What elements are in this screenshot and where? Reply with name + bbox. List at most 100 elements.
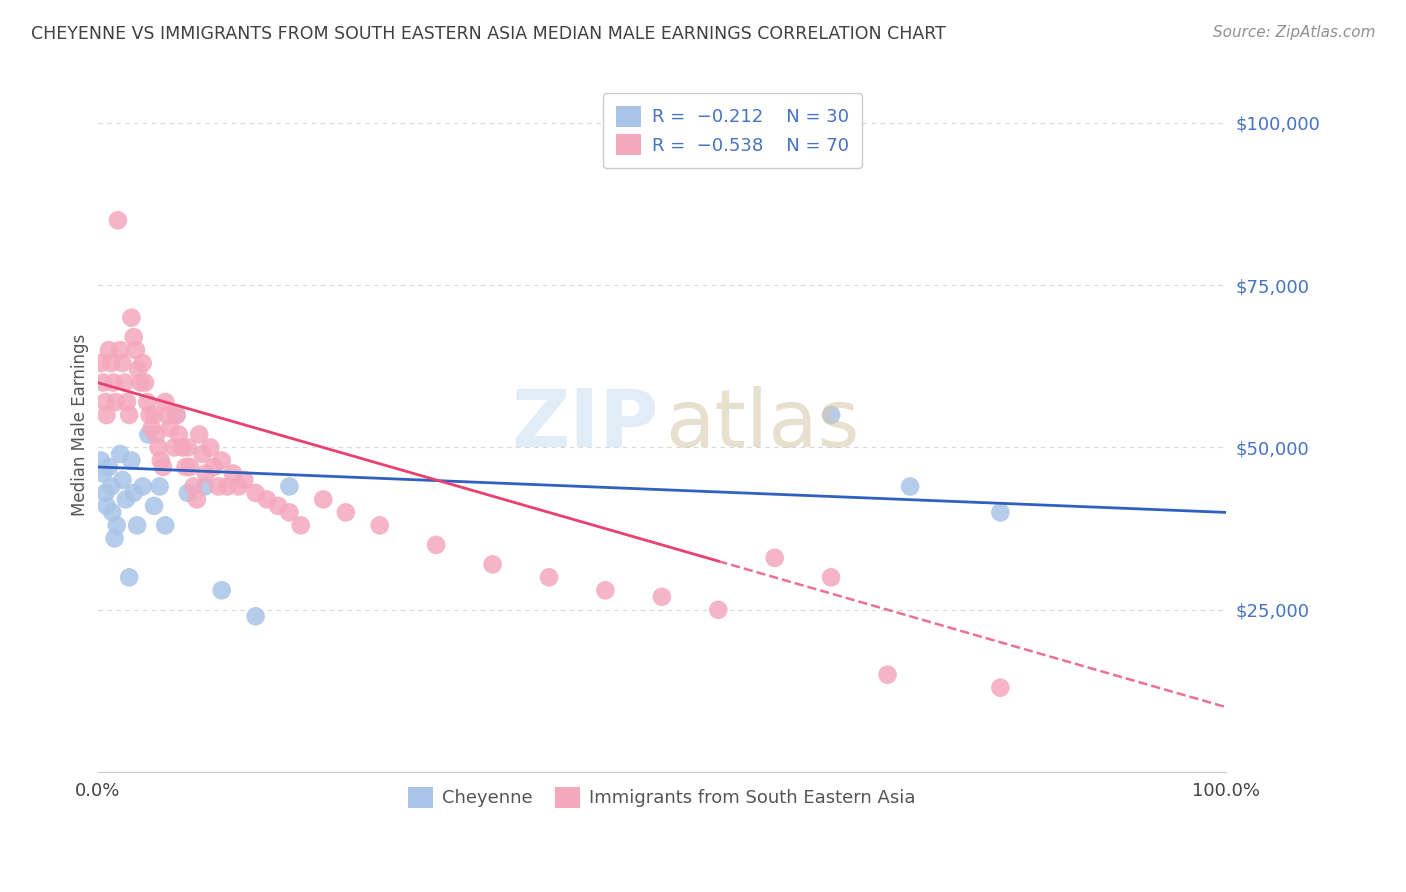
Point <box>134 376 156 390</box>
Point <box>136 395 159 409</box>
Point <box>94 486 117 500</box>
Point <box>108 447 131 461</box>
Point <box>96 499 118 513</box>
Point <box>101 505 124 519</box>
Point <box>481 558 503 572</box>
Point <box>163 441 186 455</box>
Point <box>222 467 245 481</box>
Point <box>194 479 217 493</box>
Point <box>152 459 174 474</box>
Point <box>990 681 1012 695</box>
Point <box>132 356 155 370</box>
Point <box>149 479 172 493</box>
Point <box>233 473 256 487</box>
Point <box>107 213 129 227</box>
Text: ZIP: ZIP <box>512 385 658 464</box>
Point <box>172 441 194 455</box>
Point <box>141 421 163 435</box>
Point <box>425 538 447 552</box>
Point <box>335 505 357 519</box>
Point <box>188 427 211 442</box>
Point <box>191 447 214 461</box>
Point <box>91 467 114 481</box>
Point <box>183 479 205 493</box>
Point <box>217 479 239 493</box>
Point <box>120 453 142 467</box>
Point <box>278 505 301 519</box>
Point <box>103 376 125 390</box>
Point <box>120 310 142 325</box>
Legend: Cheyenne, Immigrants from South Eastern Asia: Cheyenne, Immigrants from South Eastern … <box>401 780 922 815</box>
Point <box>132 479 155 493</box>
Point <box>118 570 141 584</box>
Text: CHEYENNE VS IMMIGRANTS FROM SOUTH EASTERN ASIA MEDIAN MALE EARNINGS CORRELATION : CHEYENNE VS IMMIGRANTS FROM SOUTH EASTER… <box>31 25 946 43</box>
Point <box>820 570 842 584</box>
Point <box>177 441 200 455</box>
Point <box>91 376 114 390</box>
Point <box>898 479 921 493</box>
Point <box>108 343 131 357</box>
Point <box>125 343 148 357</box>
Point <box>148 441 170 455</box>
Point <box>111 356 134 370</box>
Point <box>202 459 225 474</box>
Point <box>97 459 120 474</box>
Point <box>211 453 233 467</box>
Point <box>143 499 166 513</box>
Point <box>118 408 141 422</box>
Point <box>149 453 172 467</box>
Point <box>194 467 217 481</box>
Point <box>129 376 152 390</box>
Point <box>651 590 673 604</box>
Point <box>155 395 177 409</box>
Point <box>166 408 188 422</box>
Point <box>114 376 136 390</box>
Point <box>186 492 208 507</box>
Point <box>368 518 391 533</box>
Point <box>167 427 190 442</box>
Point <box>90 356 112 370</box>
Point <box>707 603 730 617</box>
Point <box>166 408 188 422</box>
Point <box>96 408 118 422</box>
Point <box>115 395 138 409</box>
Point <box>245 486 267 500</box>
Point <box>90 453 112 467</box>
Point <box>103 532 125 546</box>
Point <box>267 499 290 513</box>
Point <box>114 492 136 507</box>
Point <box>256 492 278 507</box>
Point <box>763 550 786 565</box>
Point <box>179 459 201 474</box>
Point <box>990 505 1012 519</box>
Point <box>97 343 120 357</box>
Point <box>104 395 127 409</box>
Point <box>145 427 167 442</box>
Point <box>125 518 148 533</box>
Point <box>207 479 229 493</box>
Point <box>278 479 301 493</box>
Point <box>105 518 128 533</box>
Point <box>537 570 560 584</box>
Point <box>174 459 197 474</box>
Point <box>290 518 312 533</box>
Point <box>122 486 145 500</box>
Text: Source: ZipAtlas.com: Source: ZipAtlas.com <box>1212 25 1375 40</box>
Point <box>200 441 222 455</box>
Point <box>138 408 160 422</box>
Point <box>100 356 122 370</box>
Point <box>156 408 179 422</box>
Point <box>155 518 177 533</box>
Point <box>820 408 842 422</box>
Point <box>211 583 233 598</box>
Point <box>100 479 122 493</box>
Point <box>177 486 200 500</box>
Point <box>111 473 134 487</box>
Point <box>127 362 149 376</box>
Point <box>122 330 145 344</box>
Text: atlas: atlas <box>665 385 859 464</box>
Point <box>159 421 181 435</box>
Point <box>94 395 117 409</box>
Point <box>143 408 166 422</box>
Point <box>876 667 898 681</box>
